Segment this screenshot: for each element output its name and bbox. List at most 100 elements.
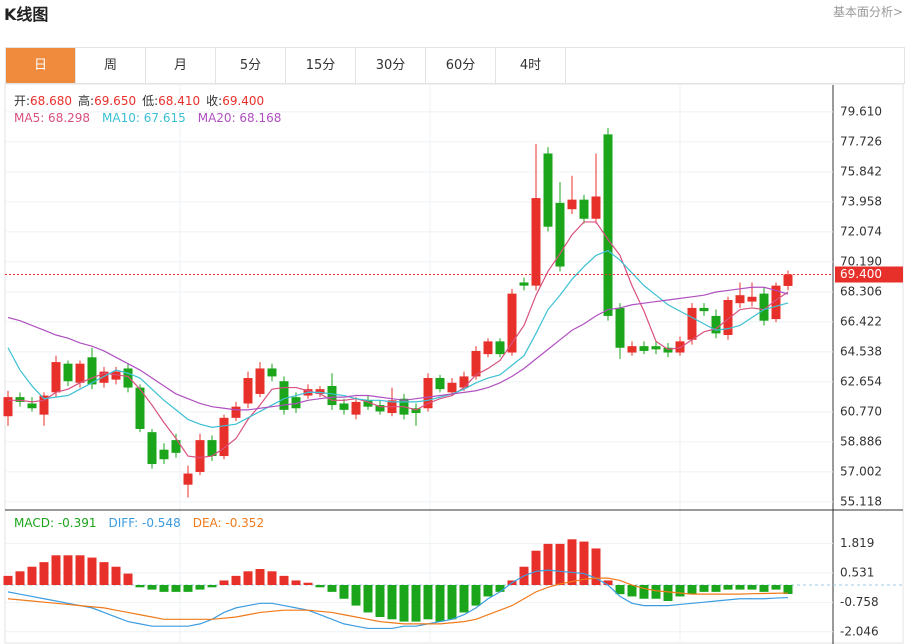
macd-bar (363, 585, 373, 613)
period-tab[interactable]: 60分 (426, 48, 496, 83)
info-value: 69.650 (94, 94, 136, 108)
macd-bar (603, 580, 613, 586)
period-tab[interactable]: 月 (146, 48, 216, 83)
info-value: 69.400 (222, 94, 264, 108)
macd-bar (759, 585, 769, 592)
candle-body (507, 293, 517, 353)
candle-body (759, 293, 769, 321)
period-tab[interactable]: 5分 (216, 48, 286, 83)
period-tab[interactable]: 15分 (286, 48, 356, 83)
candle-body (171, 440, 181, 453)
macd-bar (303, 582, 313, 586)
y-tick-label: 68.306 (840, 284, 882, 298)
indicator-line (7, 577, 789, 625)
macd-bar (459, 585, 469, 613)
macd-bar (447, 585, 457, 620)
y-tick-label: 64.538 (840, 344, 882, 358)
y-tick-label: 70.190 (840, 254, 882, 268)
macd-bar (63, 555, 73, 586)
legend-entry: MA5: 68.298 (14, 111, 90, 125)
macd-bar (315, 585, 325, 588)
macd-bar (291, 580, 301, 586)
macd-legend: MACD: -0.391 DIFF: -0.548 DEA: -0.352 (14, 516, 264, 530)
candle-body (639, 346, 649, 351)
candle-body (195, 440, 205, 472)
candle-body (543, 153, 553, 227)
macd-bar (555, 543, 565, 586)
candle-body (39, 395, 49, 415)
macd-bar (3, 575, 13, 586)
macd-bar (243, 571, 253, 586)
macd-bar (411, 585, 421, 622)
candle-body (75, 363, 85, 383)
y-tick-label: 57.002 (840, 464, 882, 478)
macd-bar (375, 585, 385, 618)
macd-bar (627, 585, 637, 597)
macd-bar (651, 585, 661, 599)
macd-bar (639, 585, 649, 599)
last-price-label: 69.400 (840, 267, 882, 281)
candle-body (723, 299, 733, 336)
macd-bar (231, 575, 241, 586)
fundamental-link[interactable]: 基本面分析> (832, 5, 903, 19)
candle-body (315, 389, 325, 394)
info-value: 68.680 (30, 94, 72, 108)
period-tab[interactable]: 30分 (356, 48, 426, 83)
candle-body (603, 134, 613, 316)
macd-bar (123, 573, 133, 586)
candle-body (711, 315, 721, 334)
candle-body (531, 198, 541, 286)
chart-frame (4, 83, 904, 644)
macd-bar (183, 585, 193, 592)
candle-body (279, 381, 289, 410)
period-tab[interactable]: 日 (6, 48, 76, 83)
y-tick-label: 62.654 (840, 374, 882, 388)
candle-body (783, 274, 793, 286)
candle-body (207, 440, 217, 457)
info-label: 低: (142, 94, 158, 108)
ma-legend: MA5: 68.298 MA10: 67.615 MA20: 68.168 (14, 111, 281, 125)
macd-bar (747, 585, 757, 590)
candle-body (447, 382, 457, 393)
macd-bar (579, 541, 589, 586)
macd-bar (567, 539, 577, 586)
macd-bar (783, 585, 793, 594)
macd-bar (39, 562, 49, 586)
candle-body (627, 346, 637, 353)
macd-bar (423, 585, 433, 620)
y-tick-label: 75.842 (840, 164, 882, 178)
legend-entry: DEA: -0.352 (193, 516, 264, 530)
y-tick-label: 66.422 (840, 314, 882, 328)
candle-body (663, 347, 673, 353)
macd-bar (471, 585, 481, 606)
y-tick-label: 58.886 (840, 434, 882, 448)
candle-body (3, 397, 13, 417)
candle-body (435, 378, 445, 390)
candle-body (219, 417, 229, 457)
candle-body (567, 199, 577, 210)
candle-body (591, 196, 601, 219)
macd-bar (711, 585, 721, 592)
y-tick-label: 60.770 (840, 404, 882, 418)
macd-bar (219, 580, 229, 586)
candle-body (483, 341, 493, 355)
macd-bar (15, 571, 25, 586)
macd-bar (699, 585, 709, 592)
period-tab[interactable]: 周 (76, 48, 146, 83)
candle-body (339, 403, 349, 410)
candle-body (183, 473, 193, 485)
y-tick-label: 73.958 (840, 194, 882, 208)
candle-body (231, 406, 241, 418)
candle-body (135, 387, 145, 429)
macd-bar (543, 543, 553, 586)
macd-bar (675, 585, 685, 597)
macd-bar (387, 585, 397, 620)
macd-bar (615, 585, 625, 595)
legend-entry: DIFF: -0.548 (109, 516, 181, 530)
indicator-line (7, 249, 789, 428)
period-tab[interactable]: 4时 (496, 48, 566, 83)
candle-body (159, 449, 169, 460)
indicator-line (8, 221, 789, 459)
info-label: 开: (14, 94, 30, 108)
macd-bar (87, 557, 97, 586)
